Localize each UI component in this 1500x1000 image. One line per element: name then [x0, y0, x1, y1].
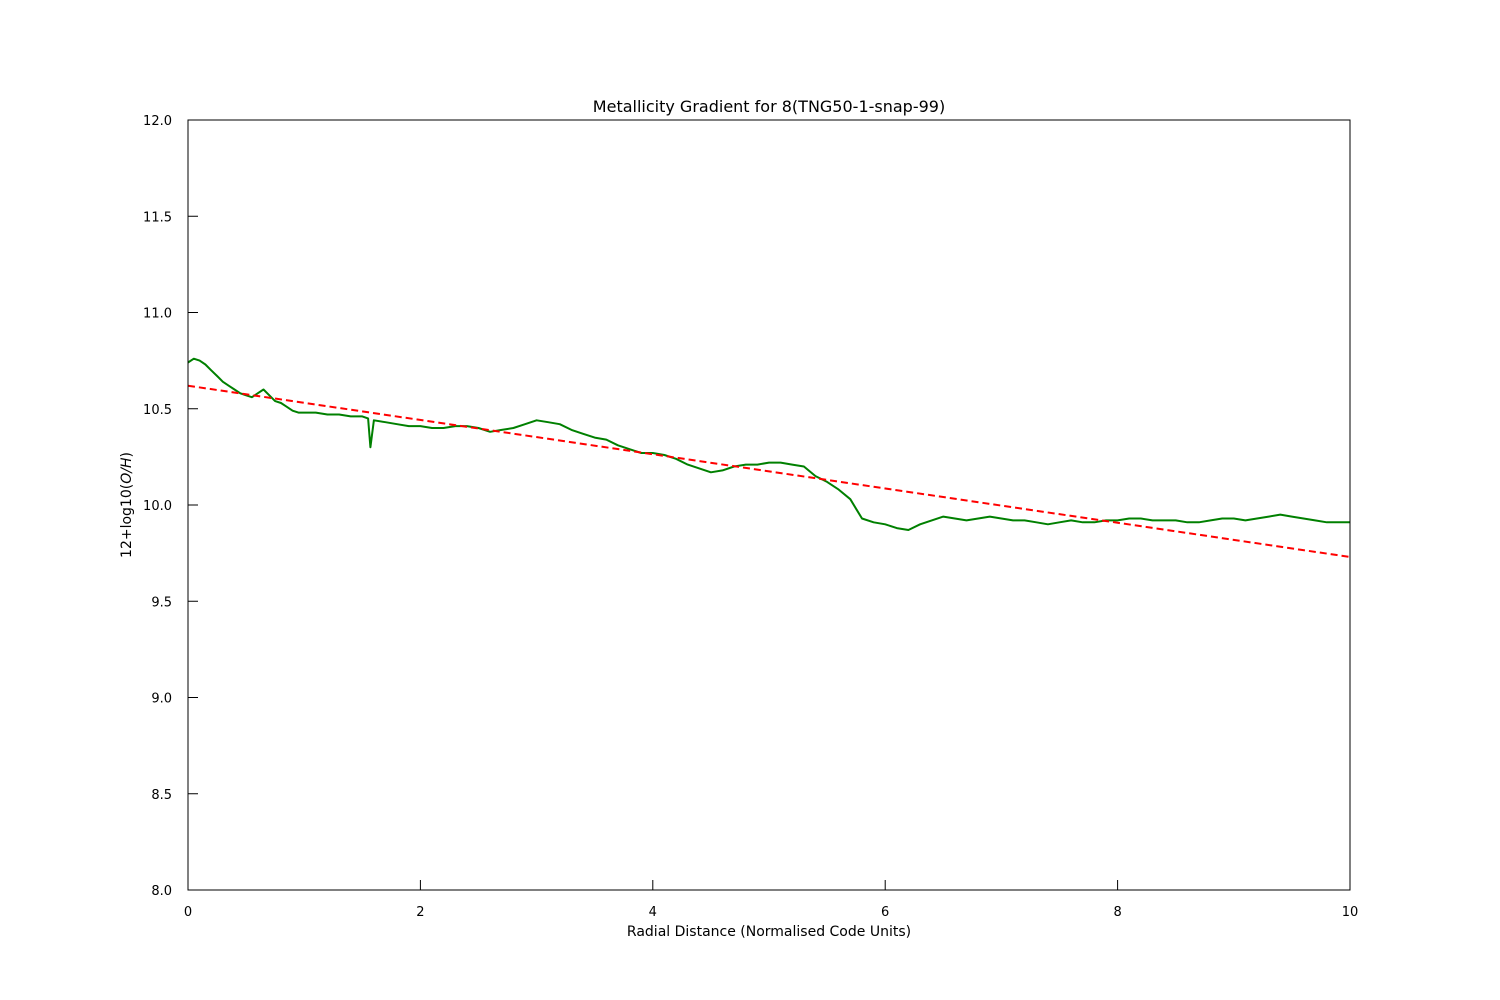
- y-axis-label: 12+log10(O/H): [119, 452, 135, 558]
- y-tick-label: 12.0: [143, 114, 172, 129]
- x-axis-label: Radial Distance (Normalised Code Units): [627, 924, 911, 940]
- y-tick-label: 11.0: [143, 307, 172, 322]
- x-tick-label: 0: [184, 905, 192, 920]
- plot-area: [187, 357, 1351, 558]
- x-tick-label: 4: [649, 905, 657, 920]
- y-axis-label-prefix: 12+log10(: [119, 484, 135, 558]
- y-tick-label: 10.0: [143, 499, 172, 514]
- chart-title: Metallicity Gradient for 8(TNG50-1-snap-…: [593, 97, 945, 116]
- y-tick-label: 10.5: [143, 403, 172, 418]
- x-tick-label: 2: [416, 905, 424, 920]
- y-tick-label: 9.5: [151, 595, 172, 610]
- metallicity-profile-line: [187, 357, 1350, 531]
- y-tick-label: 8.5: [151, 788, 172, 803]
- y-axis-label-math: O/H: [119, 457, 135, 484]
- y-tick-label: 8.0: [151, 884, 172, 899]
- y-tick-label: 9.0: [151, 692, 172, 707]
- x-tick-label: 8: [1113, 905, 1121, 920]
- fit-line: [187, 384, 1351, 558]
- x-tick-label: 10: [1342, 905, 1359, 920]
- plot-frame: [187, 119, 1351, 891]
- axis-ticks: 0 2 4 6 8 10 8.0 8.5 9.0 9.5 10.0 10.5 11.0 11.5 12.0: [143, 114, 1358, 920]
- x-tick-label: 6: [881, 905, 889, 920]
- y-tick-label: 11.5: [143, 210, 172, 225]
- y-axis-label-suffix: ): [119, 452, 135, 457]
